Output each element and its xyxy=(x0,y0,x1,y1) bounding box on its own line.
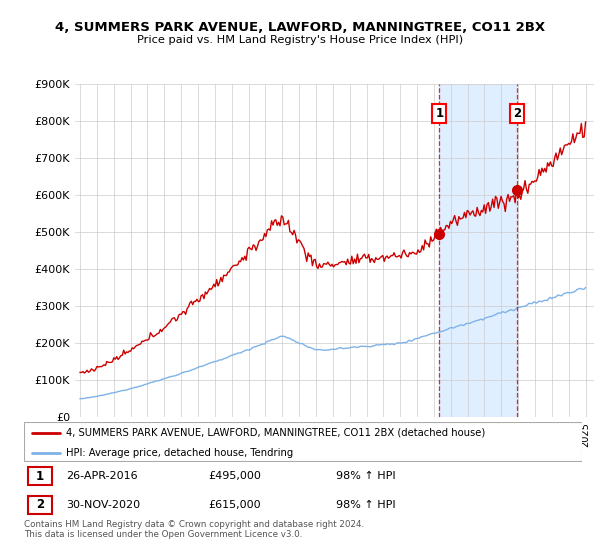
Text: 98% ↑ HPI: 98% ↑ HPI xyxy=(337,471,396,481)
Text: HPI: Average price, detached house, Tendring: HPI: Average price, detached house, Tend… xyxy=(66,448,293,458)
Text: 1: 1 xyxy=(436,107,443,120)
Text: £495,000: £495,000 xyxy=(208,471,261,481)
FancyBboxPatch shape xyxy=(28,467,52,486)
Text: 2: 2 xyxy=(513,107,521,120)
Text: Price paid vs. HM Land Registry's House Price Index (HPI): Price paid vs. HM Land Registry's House … xyxy=(137,35,463,45)
FancyBboxPatch shape xyxy=(24,422,582,461)
Text: 4, SUMMERS PARK AVENUE, LAWFORD, MANNINGTREE, CO11 2BX (detached house): 4, SUMMERS PARK AVENUE, LAWFORD, MANNING… xyxy=(66,428,485,437)
Text: 1: 1 xyxy=(36,470,44,483)
Bar xyxy=(439,84,517,417)
FancyBboxPatch shape xyxy=(28,496,52,514)
Text: 26-APR-2016: 26-APR-2016 xyxy=(66,471,137,481)
Text: 2: 2 xyxy=(36,498,44,511)
Text: Contains HM Land Registry data © Crown copyright and database right 2024.
This d: Contains HM Land Registry data © Crown c… xyxy=(24,520,364,539)
Text: 98% ↑ HPI: 98% ↑ HPI xyxy=(337,500,396,510)
Text: 4, SUMMERS PARK AVENUE, LAWFORD, MANNINGTREE, CO11 2BX: 4, SUMMERS PARK AVENUE, LAWFORD, MANNING… xyxy=(55,21,545,34)
Text: £615,000: £615,000 xyxy=(208,500,261,510)
Text: 30-NOV-2020: 30-NOV-2020 xyxy=(66,500,140,510)
